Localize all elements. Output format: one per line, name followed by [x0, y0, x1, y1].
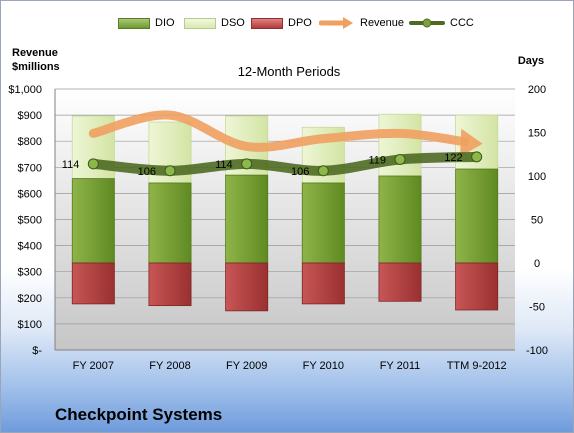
bar-dpo — [148, 262, 192, 307]
ccc-point — [317, 165, 329, 177]
ccc-data-label: 119 — [368, 154, 386, 166]
x-tick-label: TTM 9-2012 — [447, 360, 507, 372]
y-left-tick-label: $600 — [18, 188, 42, 200]
chart-legend: DIO DSO DPO Revenue CCC — [1, 13, 573, 33]
y-right-tick-label: 50 — [531, 215, 543, 227]
revenue-arrowhead — [460, 128, 483, 157]
ccc-point — [471, 151, 483, 163]
ccc-data-label: 114 — [215, 159, 233, 171]
legend-label-revenue: Revenue — [360, 17, 405, 29]
y-left-tick-label: $500 — [18, 215, 42, 227]
x-tick-label: FY 2010 — [303, 360, 344, 372]
ccc-point — [241, 158, 253, 170]
x-tick-label: FY 2011 — [380, 360, 421, 372]
y-right-tick-label: 200 — [528, 84, 546, 96]
y-left-tick-label: $100 — [18, 319, 42, 331]
legend-swatch-dpo — [251, 17, 283, 29]
legend-swatch-revenue-arrow — [319, 17, 353, 29]
x-tick-label: FY 2008 — [149, 360, 190, 372]
legend-swatch-ccc — [409, 18, 445, 28]
ccc-line — [88, 151, 482, 176]
bar-dio — [301, 182, 345, 264]
ccc-data-label: 122 — [444, 152, 462, 164]
y-left-tick-label: $300 — [18, 267, 42, 279]
bar-dpo — [301, 262, 345, 305]
bar-dio — [71, 178, 115, 264]
y-right-tick-label: 0 — [534, 258, 540, 270]
bar-dpo — [455, 262, 499, 311]
y-left-tick-label: $700 — [18, 162, 42, 174]
bar-dpo — [378, 262, 422, 302]
y-left-tick-label: $400 — [18, 241, 42, 253]
legend-swatch-dso — [184, 17, 216, 29]
company-name: Checkpoint Systems — [55, 405, 223, 424]
chart-title: 12-Month Periods — [238, 64, 341, 79]
legend-label-dpo: DPO — [288, 17, 312, 29]
y-right-tick-label: 100 — [528, 171, 546, 183]
y-left-axis-title: Revenue $millions — [12, 47, 60, 73]
legend-label-dso: DSO — [221, 17, 245, 29]
ccc-point — [164, 165, 176, 177]
ccc-data-label: 106 — [291, 166, 309, 178]
bar-dio — [455, 168, 499, 264]
revenue-line — [88, 110, 470, 152]
ccc-point — [394, 153, 406, 165]
bar-dio — [225, 174, 269, 264]
y-right-tick-label: -100 — [526, 345, 548, 357]
y-left-tick-label: $1,000 — [8, 84, 42, 96]
y-right-tick-label: -50 — [529, 302, 545, 314]
ccc-point — [87, 158, 99, 170]
legend-item-dio: DIO — [118, 13, 175, 33]
legend-item-dpo: DPO — [251, 13, 312, 33]
legend-label-dio: DIO — [155, 17, 175, 29]
x-tick-label: FY 2007 — [73, 360, 114, 372]
legend-label-ccc: CCC — [450, 17, 474, 29]
bar-dpo — [71, 262, 115, 305]
legend-item-revenue: Revenue — [319, 13, 404, 33]
y-left-tick-label: $- — [32, 345, 42, 357]
y-right-axis-title: Days — [518, 55, 544, 67]
bar-dio — [378, 175, 422, 264]
bar-dpo — [225, 262, 269, 312]
legend-item-ccc: CCC — [409, 13, 474, 33]
y-left-tick-label: $200 — [18, 293, 42, 305]
legend-swatch-dio — [118, 17, 150, 29]
y-left-tick-label: $800 — [18, 136, 42, 148]
bar-dso — [378, 113, 422, 177]
y-left-tick-label: $900 — [18, 110, 42, 122]
ccc-data-label: 114 — [62, 159, 80, 171]
bar-dio — [148, 182, 192, 264]
x-tick-label: FY 2009 — [226, 360, 267, 372]
legend-item-dso: DSO — [184, 13, 245, 33]
ccc-data-label: 106 — [138, 166, 156, 178]
y-right-tick-label: 150 — [528, 128, 546, 140]
